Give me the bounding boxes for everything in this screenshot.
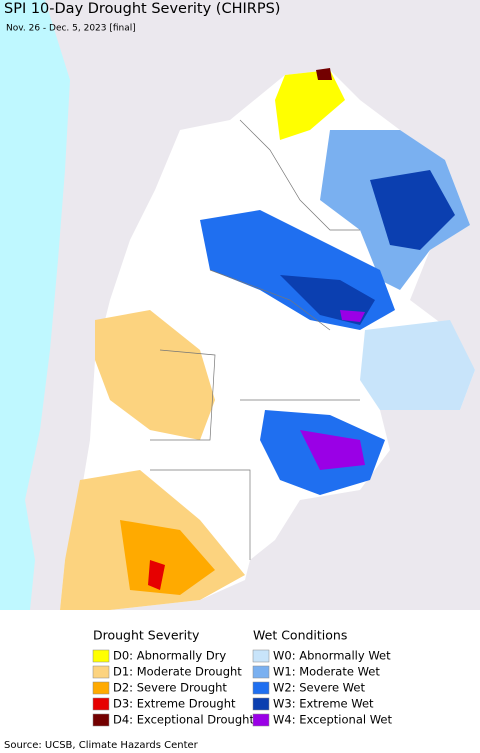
- wet-w4b: [300, 430, 365, 470]
- legend-label: D2: Severe Drought: [113, 681, 227, 695]
- legend-label: D4: Exceptional Drought: [113, 713, 254, 727]
- legend-swatch: [252, 665, 270, 679]
- legend-label: W4: Exceptional Wet: [273, 713, 392, 727]
- legend-swatch: [92, 665, 110, 679]
- legend-label: W2: Severe Wet: [273, 681, 365, 695]
- map: [0, 0, 480, 610]
- dry-d4: [316, 68, 332, 80]
- legend-swatch: [92, 713, 110, 727]
- legend-swatch: [92, 681, 110, 695]
- borders: [150, 119, 360, 560]
- legend-label: W3: Extreme Wet: [273, 697, 374, 711]
- dry-d1: [95, 310, 215, 440]
- legend-swatch: [252, 713, 270, 727]
- dry-d3: [148, 560, 165, 590]
- legend-swatch: [252, 697, 270, 711]
- source: Source: UCSB, Climate Hazards Center: [4, 740, 199, 751]
- dry-d0: [275, 70, 345, 140]
- wet-w0: [360, 320, 475, 410]
- legend-label: D1: Moderate Drought: [113, 665, 242, 679]
- wet-w4: [340, 310, 365, 322]
- wet-w3: [370, 170, 455, 250]
- legend-label: W0: Abnormally Wet: [273, 649, 391, 663]
- legend-swatch: [92, 697, 110, 711]
- legend-swatch: [92, 649, 110, 663]
- title: SPI 10-Day Drought Severity (CHIRPS): [4, 1, 280, 17]
- dry-d2: [120, 520, 215, 595]
- legend-swatch: [252, 649, 270, 663]
- legend-label: D0: Abnormally Dry: [113, 649, 226, 663]
- legend-label: D3: Extreme Drought: [113, 697, 236, 711]
- legend-swatch: [252, 681, 270, 695]
- subtitle: Nov. 26 - Dec. 5, 2023 [final]: [6, 24, 136, 34]
- legend-title: Drought Severity: [93, 628, 200, 643]
- legend-label: W1: Moderate Wet: [273, 665, 380, 679]
- legend-title: Wet Conditions: [253, 628, 347, 643]
- legend: Drought Severity D0: Abnormally Dry D1: Mo…: [92, 628, 392, 727]
